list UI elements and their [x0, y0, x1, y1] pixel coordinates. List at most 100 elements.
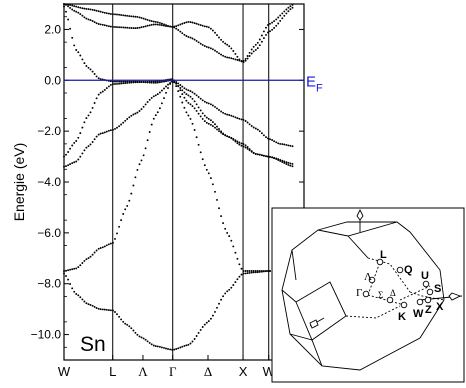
band-point: [165, 347, 167, 350]
band-point: [183, 87, 186, 90]
band-point: [132, 329, 135, 332]
band-point: [169, 82, 172, 85]
band-point: [126, 204, 129, 207]
band-point: [165, 91, 167, 94]
band-point: [183, 22, 186, 24]
band-point: [244, 144, 247, 147]
band-point: [79, 132, 82, 135]
band-point: [195, 335, 198, 337]
bz-label-z: Z: [425, 304, 432, 316]
band-point: [228, 56, 231, 59]
band-point: [203, 164, 206, 167]
band-point: [140, 26, 143, 29]
band-point: [175, 27, 178, 30]
band-point: [287, 10, 290, 13]
band-point: [120, 123, 123, 126]
band-point: [281, 17, 284, 20]
band-point: [91, 70, 94, 73]
band-point: [97, 23, 100, 25]
bz-label-x: X: [436, 301, 444, 313]
band-point: [79, 13, 82, 16]
band-point: [205, 101, 208, 104]
band-point: [201, 99, 204, 102]
band-point: [107, 309, 110, 312]
band-point: [199, 115, 202, 118]
band-point: [85, 117, 88, 120]
band-point: [154, 23, 157, 26]
band-point: [248, 123, 251, 126]
band-point: [118, 82, 121, 85]
band-point: [193, 100, 196, 103]
band-point: [236, 55, 239, 58]
band-point: [101, 11, 104, 14]
band-point: [177, 82, 180, 85]
band-point: [279, 160, 282, 162]
band-point: [207, 26, 210, 29]
band-point: [246, 55, 249, 57]
band-point: [252, 270, 255, 272]
band-point: [224, 292, 227, 295]
band-point: [71, 8, 74, 11]
band-point: [275, 158, 278, 160]
band-point: [67, 3, 70, 6]
band-point: [89, 303, 92, 306]
band-point: [254, 153, 257, 155]
band-point: [193, 92, 196, 95]
fermi-level-label: EF: [306, 73, 323, 94]
band-point: [285, 163, 288, 165]
band-point: [242, 59, 245, 62]
band-point: [238, 275, 241, 278]
band-point: [187, 89, 190, 92]
band-point: [258, 130, 261, 133]
band-point: [124, 14, 127, 17]
band-point: [269, 30, 271, 33]
band-point: [291, 162, 294, 165]
band-point: [179, 346, 182, 349]
band-point: [230, 57, 233, 60]
band-point: [283, 160, 286, 163]
band-point: [189, 103, 192, 106]
band-point: [236, 117, 239, 120]
bz-point-z: [424, 296, 432, 304]
y-tick-label: −4.0: [37, 175, 61, 189]
band-point: [91, 141, 94, 143]
band-point: [250, 48, 253, 51]
band-point: [211, 104, 214, 107]
band-point: [144, 25, 147, 28]
band-point: [103, 131, 106, 134]
band-point: [138, 26, 141, 29]
band-point: [67, 164, 70, 167]
band-point: [222, 40, 225, 43]
band-point: [238, 58, 241, 61]
band-point: [91, 304, 94, 307]
brillouin-zone-inset: L Q Λ Γ Σ Δ K U S W Z X: [271, 207, 465, 383]
bz-point-w: [416, 298, 424, 306]
band-point: [224, 227, 227, 230]
band-point: [214, 105, 216, 108]
band-point: [87, 257, 90, 260]
band-point: [260, 154, 263, 157]
bz-hidden-edge: [367, 257, 411, 293]
band-point: [258, 38, 261, 41]
band-point: [179, 87, 182, 89]
band-point: [150, 343, 153, 346]
band-point: [158, 21, 161, 24]
band-point: [132, 15, 135, 18]
band-point: [105, 12, 108, 15]
band-point: [187, 94, 190, 97]
band-point: [87, 8, 90, 11]
band-point: [273, 157, 276, 160]
band-point: [83, 259, 86, 262]
band-point: [122, 26, 125, 29]
band-point: [158, 23, 161, 26]
band-point: [138, 16, 141, 19]
y-tick-label: −6.0: [37, 226, 61, 240]
band-point: [173, 25, 176, 28]
band-point: [224, 134, 227, 136]
band-point: [69, 163, 72, 166]
band-point: [218, 128, 220, 130]
band-point: [222, 54, 225, 57]
bz-label-w: W: [413, 308, 424, 320]
band-point: [158, 345, 161, 348]
band-point: [175, 82, 178, 85]
